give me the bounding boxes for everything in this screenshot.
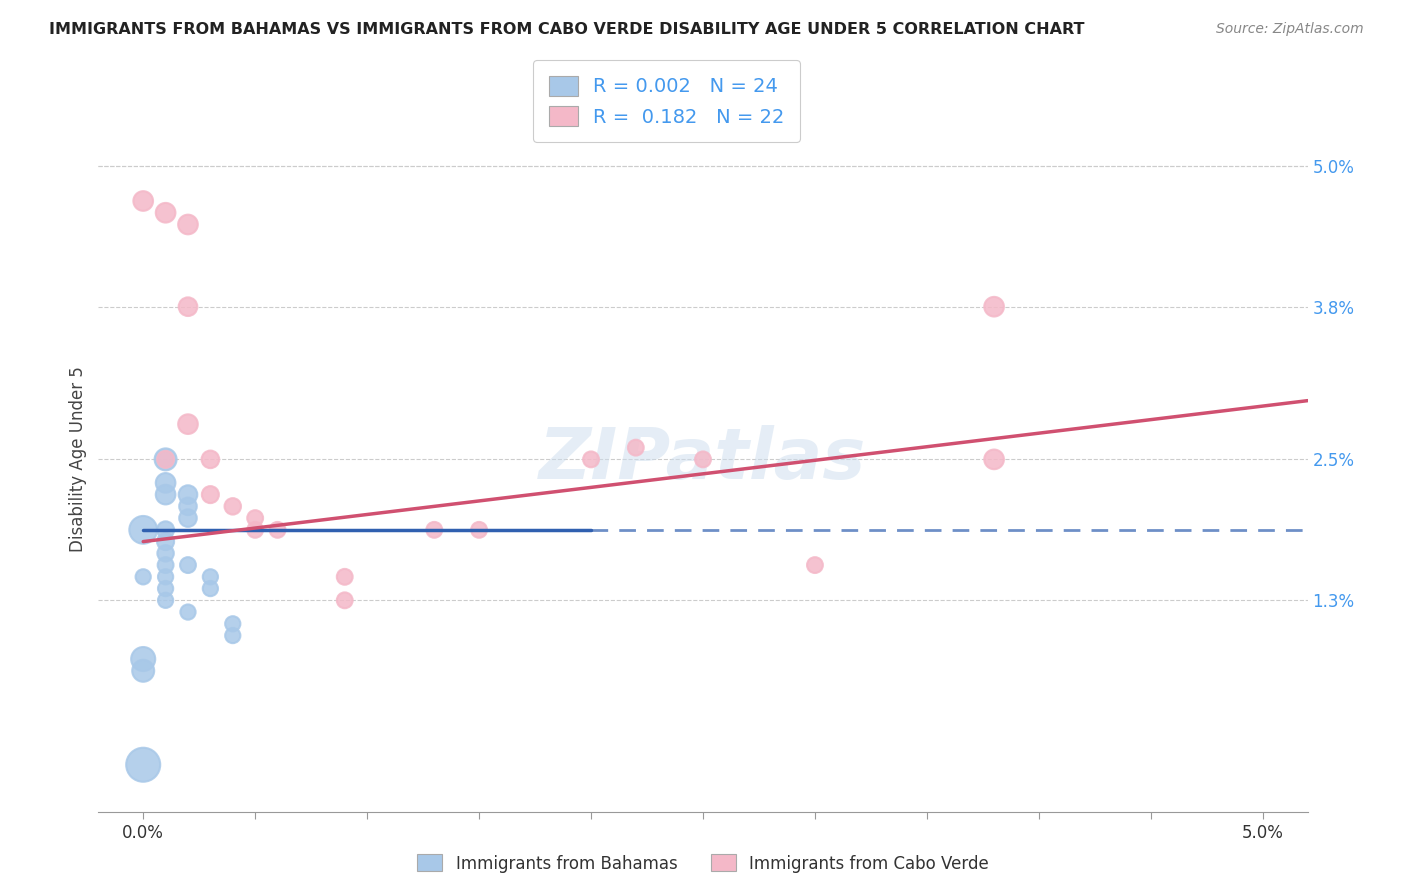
Point bbox=[132, 570, 155, 584]
Point bbox=[155, 487, 177, 501]
Point bbox=[155, 570, 177, 584]
Point bbox=[423, 523, 446, 537]
Point bbox=[243, 511, 266, 525]
Point bbox=[983, 300, 1005, 314]
Point bbox=[200, 570, 222, 584]
Point bbox=[804, 558, 827, 573]
Point bbox=[177, 417, 200, 431]
Point bbox=[200, 487, 222, 501]
Point bbox=[155, 452, 177, 467]
Point bbox=[177, 605, 200, 619]
Text: Source: ZipAtlas.com: Source: ZipAtlas.com bbox=[1216, 22, 1364, 37]
Point bbox=[177, 558, 200, 573]
Point bbox=[132, 523, 155, 537]
Legend: R = 0.002   N = 24, R =  0.182   N = 22: R = 0.002 N = 24, R = 0.182 N = 22 bbox=[533, 61, 800, 143]
Point bbox=[155, 523, 177, 537]
Point bbox=[177, 511, 200, 525]
Point bbox=[155, 558, 177, 573]
Point bbox=[155, 534, 177, 549]
Point bbox=[624, 441, 647, 455]
Point bbox=[200, 582, 222, 596]
Point bbox=[132, 194, 155, 208]
Point bbox=[692, 452, 714, 467]
Point bbox=[983, 452, 1005, 467]
Point bbox=[177, 300, 200, 314]
Point bbox=[132, 664, 155, 678]
Point bbox=[155, 475, 177, 490]
Y-axis label: Disability Age Under 5: Disability Age Under 5 bbox=[69, 367, 87, 552]
Point bbox=[177, 487, 200, 501]
Point bbox=[468, 523, 491, 537]
Legend: Immigrants from Bahamas, Immigrants from Cabo Verde: Immigrants from Bahamas, Immigrants from… bbox=[411, 847, 995, 880]
Point bbox=[155, 452, 177, 467]
Point bbox=[243, 523, 266, 537]
Point bbox=[132, 757, 155, 772]
Point bbox=[155, 546, 177, 560]
Point bbox=[155, 593, 177, 607]
Point bbox=[177, 500, 200, 514]
Point bbox=[177, 218, 200, 232]
Point bbox=[579, 452, 602, 467]
Text: IMMIGRANTS FROM BAHAMAS VS IMMIGRANTS FROM CABO VERDE DISABILITY AGE UNDER 5 COR: IMMIGRANTS FROM BAHAMAS VS IMMIGRANTS FR… bbox=[49, 22, 1084, 37]
Point bbox=[155, 205, 177, 219]
Point bbox=[222, 628, 245, 642]
Point bbox=[333, 593, 356, 607]
Point bbox=[132, 652, 155, 666]
Point bbox=[266, 523, 288, 537]
Point bbox=[222, 500, 245, 514]
Text: ZIPatlas: ZIPatlas bbox=[540, 425, 866, 494]
Point bbox=[222, 616, 245, 631]
Point bbox=[155, 582, 177, 596]
Point bbox=[200, 452, 222, 467]
Point bbox=[333, 570, 356, 584]
